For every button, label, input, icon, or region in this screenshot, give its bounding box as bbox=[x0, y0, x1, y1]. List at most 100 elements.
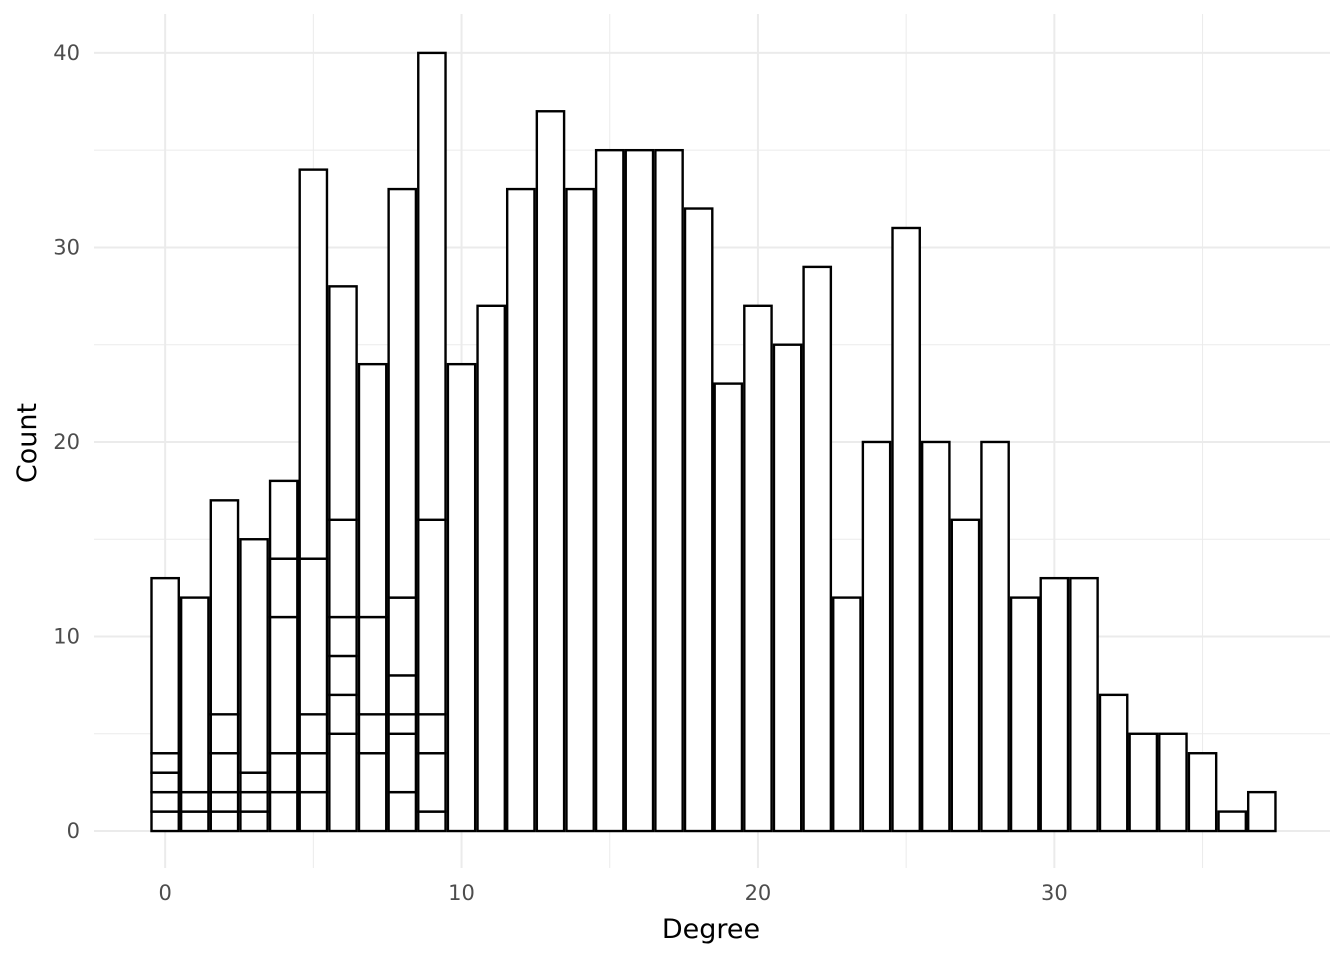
bar-degree-34 bbox=[1158, 732, 1188, 833]
bar-segment bbox=[179, 790, 210, 813]
bar-degree-13 bbox=[535, 110, 566, 833]
bar-degree-10 bbox=[446, 362, 477, 833]
bar-segment bbox=[209, 752, 240, 794]
bar-degree-16 bbox=[624, 148, 655, 833]
bar-degree-20 bbox=[743, 304, 773, 833]
bar-segment bbox=[387, 713, 418, 735]
bar-segment bbox=[239, 771, 269, 794]
bar-segment bbox=[239, 790, 269, 813]
bar-segment bbox=[298, 168, 329, 560]
bar-segment bbox=[446, 362, 477, 833]
bar-segment bbox=[417, 518, 447, 716]
bar-segment bbox=[743, 304, 773, 833]
bars bbox=[150, 51, 1277, 833]
bar-segment bbox=[535, 110, 566, 833]
bar-segment bbox=[209, 810, 240, 833]
bar-degree-4 bbox=[268, 479, 299, 833]
x-tick-label: 0 bbox=[158, 881, 171, 905]
y-tick-labels: 0 10 20 30 40 bbox=[53, 41, 80, 843]
bar-segment bbox=[268, 790, 299, 833]
bar-segment bbox=[357, 713, 388, 755]
bar-segment bbox=[861, 440, 892, 833]
bar-segment bbox=[209, 713, 240, 755]
bar-degree-26 bbox=[920, 440, 951, 833]
bar-segment bbox=[268, 615, 299, 755]
bar-segment bbox=[328, 285, 358, 521]
bar-segment bbox=[1217, 810, 1248, 833]
bar-segment bbox=[328, 693, 358, 735]
bar-segment bbox=[387, 790, 418, 833]
bar-segment bbox=[150, 752, 180, 774]
bar-degree-19 bbox=[713, 382, 744, 833]
bar-segment bbox=[1009, 596, 1040, 833]
bar-segment bbox=[209, 499, 240, 716]
bar-segment bbox=[328, 732, 358, 833]
y-tick-label: 20 bbox=[53, 430, 80, 454]
bar-degree-14 bbox=[565, 187, 595, 833]
bar-segment bbox=[476, 304, 507, 833]
bar-degree-18 bbox=[683, 207, 714, 833]
bar-segment bbox=[328, 615, 358, 658]
x-tick-label: 30 bbox=[1041, 881, 1068, 905]
bar-segment bbox=[357, 615, 388, 716]
y-tick-label: 10 bbox=[53, 625, 80, 649]
bar-segment bbox=[713, 382, 744, 833]
bar-segment bbox=[654, 148, 684, 833]
bar-degree-15 bbox=[594, 148, 625, 833]
bar-segment bbox=[1246, 790, 1277, 833]
bar-degree-23 bbox=[832, 596, 862, 833]
bar-segment bbox=[505, 187, 536, 833]
bar-segment bbox=[1069, 576, 1099, 833]
bar-segment bbox=[328, 654, 358, 697]
bar-segment bbox=[624, 148, 655, 833]
y-axis-title: Count bbox=[12, 403, 43, 483]
bar-degree-17 bbox=[654, 148, 684, 833]
bar-segment bbox=[150, 771, 180, 794]
bar-degree-28 bbox=[980, 440, 1010, 833]
bar-segment bbox=[950, 518, 981, 833]
bar-segment bbox=[387, 596, 418, 677]
bar-segment bbox=[298, 752, 329, 794]
bar-segment bbox=[772, 343, 803, 833]
bar-degree-8 bbox=[387, 187, 418, 833]
bar-segment bbox=[1187, 752, 1218, 833]
bar-segment bbox=[179, 810, 210, 833]
bar-segment bbox=[239, 810, 269, 833]
bar-segment bbox=[980, 440, 1010, 833]
bar-degree-1 bbox=[179, 596, 210, 833]
bar-segment bbox=[802, 265, 833, 833]
bar-degree-7 bbox=[357, 362, 388, 833]
bar-degree-30 bbox=[1039, 576, 1070, 833]
bar-segment bbox=[832, 596, 862, 833]
bar-segment bbox=[417, 752, 447, 813]
bar-segment bbox=[594, 148, 625, 833]
x-tick-labels: 0 10 20 30 bbox=[158, 881, 1067, 905]
bar-segment bbox=[417, 810, 447, 833]
bar-degree-11 bbox=[476, 304, 507, 833]
bar-degree-27 bbox=[950, 518, 981, 833]
bar-degree-21 bbox=[772, 343, 803, 833]
bar-degree-37 bbox=[1246, 790, 1277, 833]
bar-degree-2 bbox=[209, 499, 240, 833]
bar-segment bbox=[239, 538, 269, 774]
bar-degree-35 bbox=[1187, 752, 1218, 833]
bar-segment bbox=[209, 790, 240, 813]
bar-segment bbox=[1039, 576, 1070, 833]
bar-segment bbox=[683, 207, 714, 833]
bar-segment bbox=[417, 713, 447, 755]
bar-segment bbox=[417, 51, 447, 521]
y-tick-label: 0 bbox=[67, 819, 80, 843]
bar-segment bbox=[387, 732, 418, 794]
bar-degree-36 bbox=[1217, 810, 1248, 833]
bar-degree-29 bbox=[1009, 596, 1040, 833]
bar-segment bbox=[298, 790, 329, 833]
bar-segment bbox=[387, 674, 418, 716]
bar-segment bbox=[150, 790, 180, 813]
bar-segment bbox=[920, 440, 951, 833]
bar-degree-9 bbox=[417, 51, 447, 833]
y-tick-label: 30 bbox=[53, 235, 80, 259]
bar-degree-33 bbox=[1128, 732, 1159, 833]
bar-degree-3 bbox=[239, 538, 269, 833]
bar-degree-24 bbox=[861, 440, 892, 833]
